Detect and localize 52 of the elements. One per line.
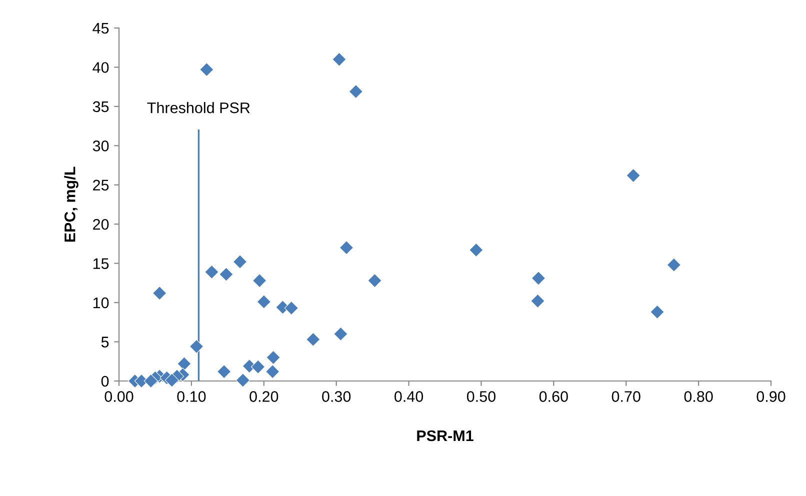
x-tick-label: 0.50 (466, 391, 496, 402)
y-tick-label: 40 (92, 62, 109, 73)
point (334, 326, 348, 342)
y-tick-label: 10 (93, 297, 109, 308)
point (219, 267, 234, 282)
point (666, 258, 682, 272)
x-tick-label: 0.00 (104, 391, 134, 402)
x-tick-label: 0.60 (539, 391, 568, 402)
point (469, 242, 484, 258)
ref-line-label: Threshold PSR (147, 102, 250, 114)
y-tick-label: 30 (92, 140, 109, 152)
point (252, 274, 267, 288)
x-tick-label: 0.70 (612, 391, 640, 402)
point (531, 271, 546, 286)
y-tick-label: 20 (93, 218, 109, 230)
point (650, 304, 664, 320)
y-tick-label: 25 (93, 180, 109, 191)
y-tick-label: 35 (92, 101, 109, 112)
point (266, 364, 280, 379)
point (256, 294, 271, 309)
x-tick-label: 0.10 (177, 391, 206, 402)
point (236, 373, 250, 388)
point (144, 374, 158, 388)
point (266, 350, 280, 365)
y-tick-label: 45 (92, 23, 109, 34)
point (152, 286, 167, 300)
y-tick-label: 15 (93, 258, 109, 270)
point (164, 373, 179, 388)
x-tick-label: 0.40 (394, 391, 424, 402)
point (306, 332, 320, 347)
y-tick-label: 0 (101, 376, 109, 387)
x-axis-title: PSR-M1 (417, 430, 474, 442)
point (626, 168, 640, 183)
point (332, 52, 346, 66)
point (189, 339, 204, 354)
point (232, 254, 248, 269)
point (216, 364, 232, 379)
x-tick-label: 0.30 (322, 391, 351, 402)
point (348, 84, 363, 99)
x-tick-label: 0.20 (250, 391, 278, 402)
point (368, 274, 382, 288)
y-tick-label: 5 (101, 336, 109, 348)
point (200, 62, 214, 77)
point (177, 356, 192, 371)
point (339, 240, 354, 255)
x-tick-label: 0.80 (684, 391, 713, 402)
point (530, 294, 545, 308)
x-tick-label: 0.90 (756, 391, 786, 402)
point (204, 264, 219, 280)
point (284, 300, 298, 316)
point (251, 360, 266, 374)
y-axis-title: EPC, mg/L (64, 166, 78, 242)
